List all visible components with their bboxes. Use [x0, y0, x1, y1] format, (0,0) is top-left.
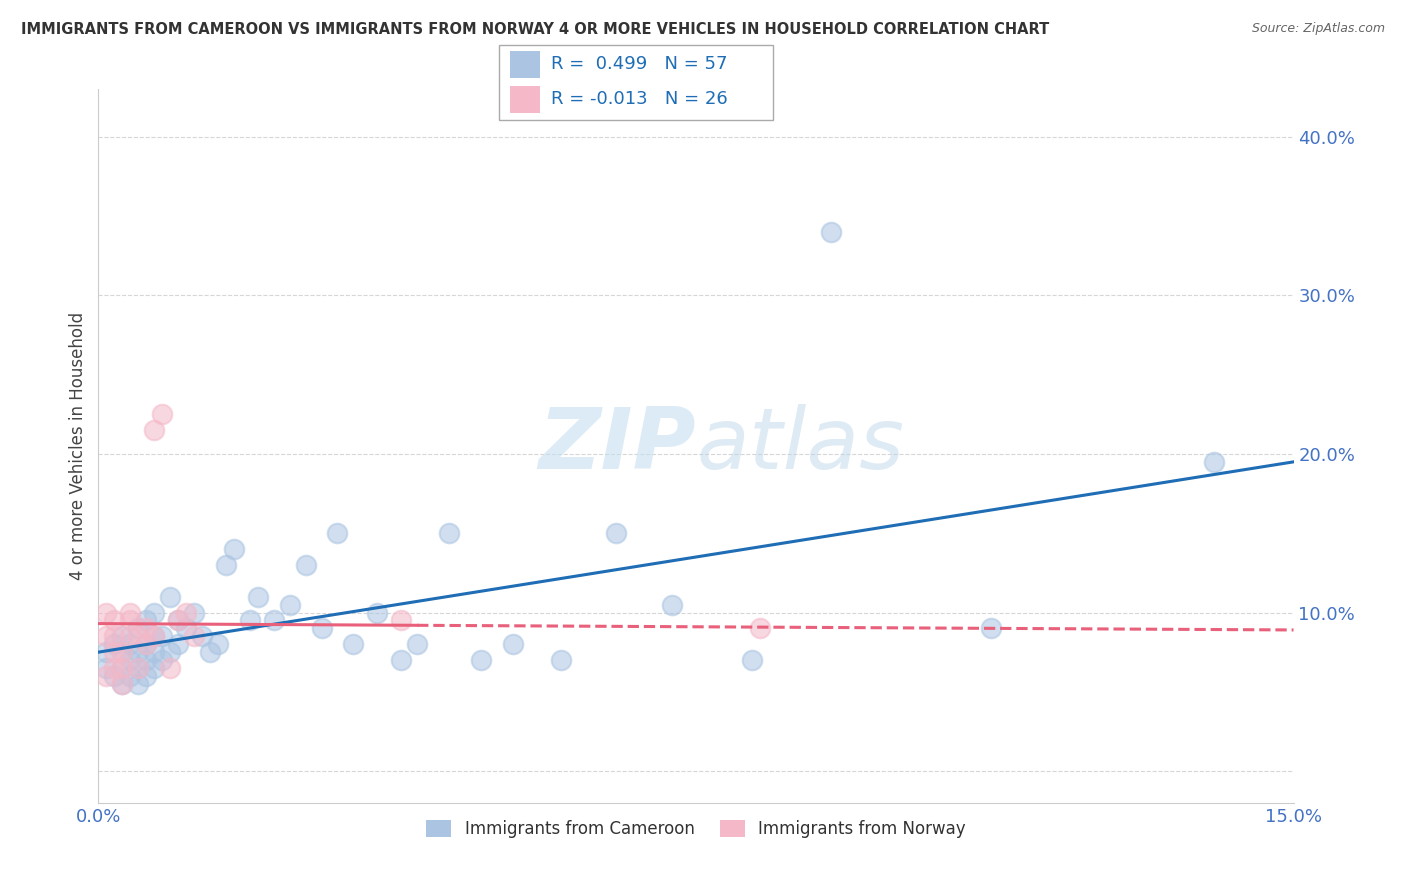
Point	[103, 629, 125, 643]
Point	[111, 645, 134, 659]
Point	[174, 621, 197, 635]
Point	[366, 606, 388, 620]
Point	[143, 629, 166, 643]
Point	[174, 606, 197, 620]
Point	[183, 629, 205, 643]
Legend: Immigrants from Cameroon, Immigrants from Norway: Immigrants from Cameroon, Immigrants fro…	[420, 813, 972, 845]
Point	[278, 598, 301, 612]
Point	[135, 669, 157, 683]
Point	[111, 677, 134, 691]
Text: R =  0.499   N = 57: R = 0.499 N = 57	[551, 55, 728, 73]
Point	[550, 653, 572, 667]
Point	[127, 677, 149, 691]
Point	[96, 669, 118, 683]
Point	[150, 653, 173, 667]
Point	[111, 661, 134, 675]
Point	[159, 590, 181, 604]
Point	[120, 629, 142, 643]
Point	[167, 614, 190, 628]
Point	[159, 645, 181, 659]
Point	[215, 558, 238, 572]
Point	[120, 614, 142, 628]
Point	[111, 629, 134, 643]
Text: R = -0.013   N = 26: R = -0.013 N = 26	[551, 90, 728, 108]
Point	[605, 526, 627, 541]
Point	[198, 645, 221, 659]
Y-axis label: 4 or more Vehicles in Household: 4 or more Vehicles in Household	[69, 312, 87, 580]
Point	[143, 661, 166, 675]
Point	[437, 526, 460, 541]
Bar	[510, 87, 540, 112]
Point	[135, 637, 157, 651]
Point	[820, 225, 842, 239]
Point	[135, 621, 157, 635]
Point	[120, 606, 142, 620]
Point	[326, 526, 349, 541]
FancyBboxPatch shape	[499, 45, 773, 120]
Point	[127, 629, 149, 643]
Point	[661, 598, 683, 612]
Point	[96, 661, 118, 675]
Point	[389, 614, 412, 628]
Point	[111, 677, 134, 691]
Point	[183, 606, 205, 620]
Point	[1202, 455, 1225, 469]
Point	[135, 637, 157, 651]
Point	[406, 637, 429, 651]
Point	[103, 614, 125, 628]
Point	[103, 637, 125, 651]
Point	[120, 669, 142, 683]
Point	[143, 645, 166, 659]
Point	[127, 661, 149, 675]
Point	[311, 621, 333, 635]
Point	[96, 645, 118, 659]
Point	[167, 614, 190, 628]
Point	[143, 606, 166, 620]
Bar	[510, 52, 540, 78]
Text: atlas: atlas	[696, 404, 904, 488]
Text: Source: ZipAtlas.com: Source: ZipAtlas.com	[1251, 22, 1385, 36]
Point	[103, 645, 125, 659]
Point	[294, 558, 316, 572]
Point	[342, 637, 364, 651]
Point	[120, 637, 142, 651]
Point	[103, 669, 125, 683]
Point	[246, 590, 269, 604]
Point	[191, 629, 214, 643]
Text: ZIP: ZIP	[538, 404, 696, 488]
Point	[127, 661, 149, 675]
Point	[470, 653, 492, 667]
Point	[222, 542, 245, 557]
Point	[143, 629, 166, 643]
Point	[389, 653, 412, 667]
Point	[159, 661, 181, 675]
Point	[980, 621, 1002, 635]
Point	[502, 637, 524, 651]
Point	[111, 645, 134, 659]
Point	[143, 423, 166, 437]
Text: IMMIGRANTS FROM CAMEROON VS IMMIGRANTS FROM NORWAY 4 OR MORE VEHICLES IN HOUSEHO: IMMIGRANTS FROM CAMEROON VS IMMIGRANTS F…	[21, 22, 1049, 37]
Point	[135, 653, 157, 667]
Point	[263, 614, 285, 628]
Point	[741, 653, 763, 667]
Point	[96, 629, 118, 643]
Point	[103, 661, 125, 675]
Point	[127, 645, 149, 659]
Point	[111, 661, 134, 675]
Point	[135, 614, 157, 628]
Point	[207, 637, 229, 651]
Point	[748, 621, 770, 635]
Point	[239, 614, 262, 628]
Point	[96, 606, 118, 620]
Point	[150, 629, 173, 643]
Point	[120, 653, 142, 667]
Point	[167, 637, 190, 651]
Point	[127, 621, 149, 635]
Point	[150, 407, 173, 421]
